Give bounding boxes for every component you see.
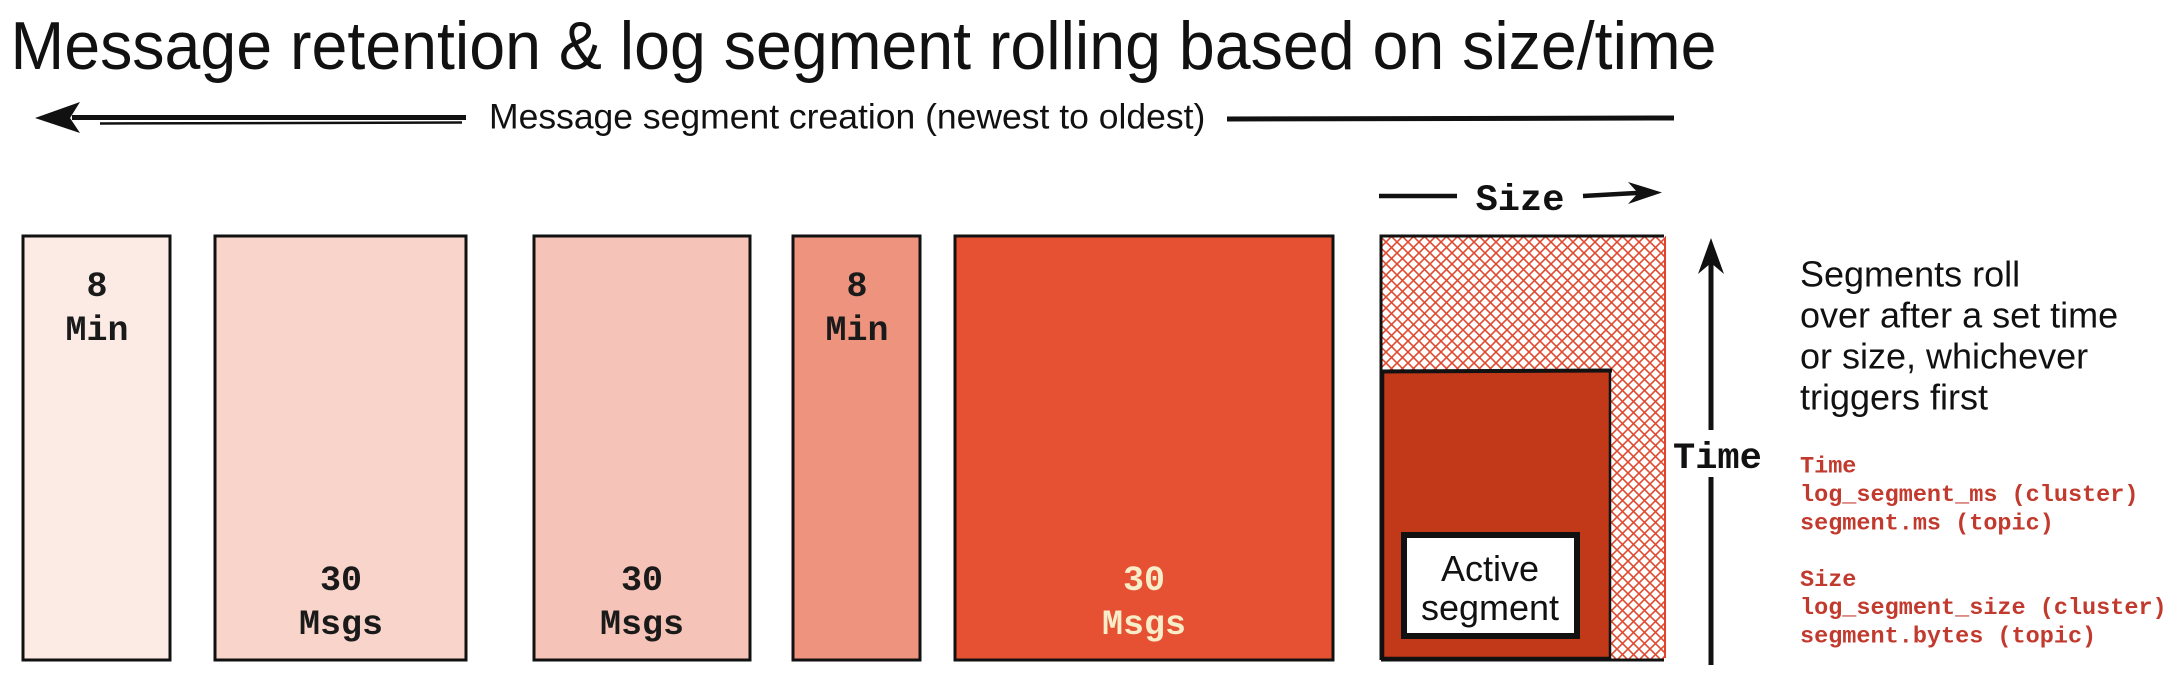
svg-text:Message retention & log segmen: Message retention & log segment rolling … [11, 8, 1717, 84]
svg-text:segment.bytes (topic): segment.bytes (topic) [1800, 624, 2096, 651]
svg-text:Size: Size [1800, 567, 1856, 594]
svg-text:30: 30 [621, 561, 663, 601]
svg-text:Active: Active [1441, 548, 1539, 589]
svg-text:Msgs: Msgs [1102, 605, 1186, 645]
svg-text:Min: Min [825, 311, 888, 351]
svg-text:Segments roll: Segments roll [1800, 254, 2020, 295]
svg-text:Time: Time [1800, 454, 1856, 481]
svg-text:Msgs: Msgs [299, 605, 383, 645]
svg-text:triggers first: triggers first [1800, 377, 1988, 418]
svg-text:log_segment_ms (cluster): log_segment_ms (cluster) [1800, 482, 2138, 509]
svg-text:Message segment creation (newe: Message segment creation (newest to olde… [489, 97, 1205, 137]
svg-text:Time: Time [1673, 438, 1762, 480]
svg-text:segment: segment [1421, 587, 1559, 628]
svg-text:or size, whichever: or size, whichever [1800, 336, 2088, 377]
svg-text:30: 30 [1123, 561, 1165, 601]
svg-text:over after a set time: over after a set time [1800, 295, 2118, 336]
svg-text:30: 30 [320, 561, 362, 601]
svg-text:Msgs: Msgs [600, 605, 684, 645]
svg-text:segment.ms (topic): segment.ms (topic) [1800, 510, 2054, 537]
svg-text:8: 8 [86, 267, 107, 307]
svg-text:Size: Size [1476, 180, 1565, 222]
svg-text:Min: Min [65, 311, 128, 351]
svg-text:8: 8 [846, 267, 867, 307]
svg-text:log_segment_size (cluster): log_segment_size (cluster) [1800, 595, 2167, 622]
